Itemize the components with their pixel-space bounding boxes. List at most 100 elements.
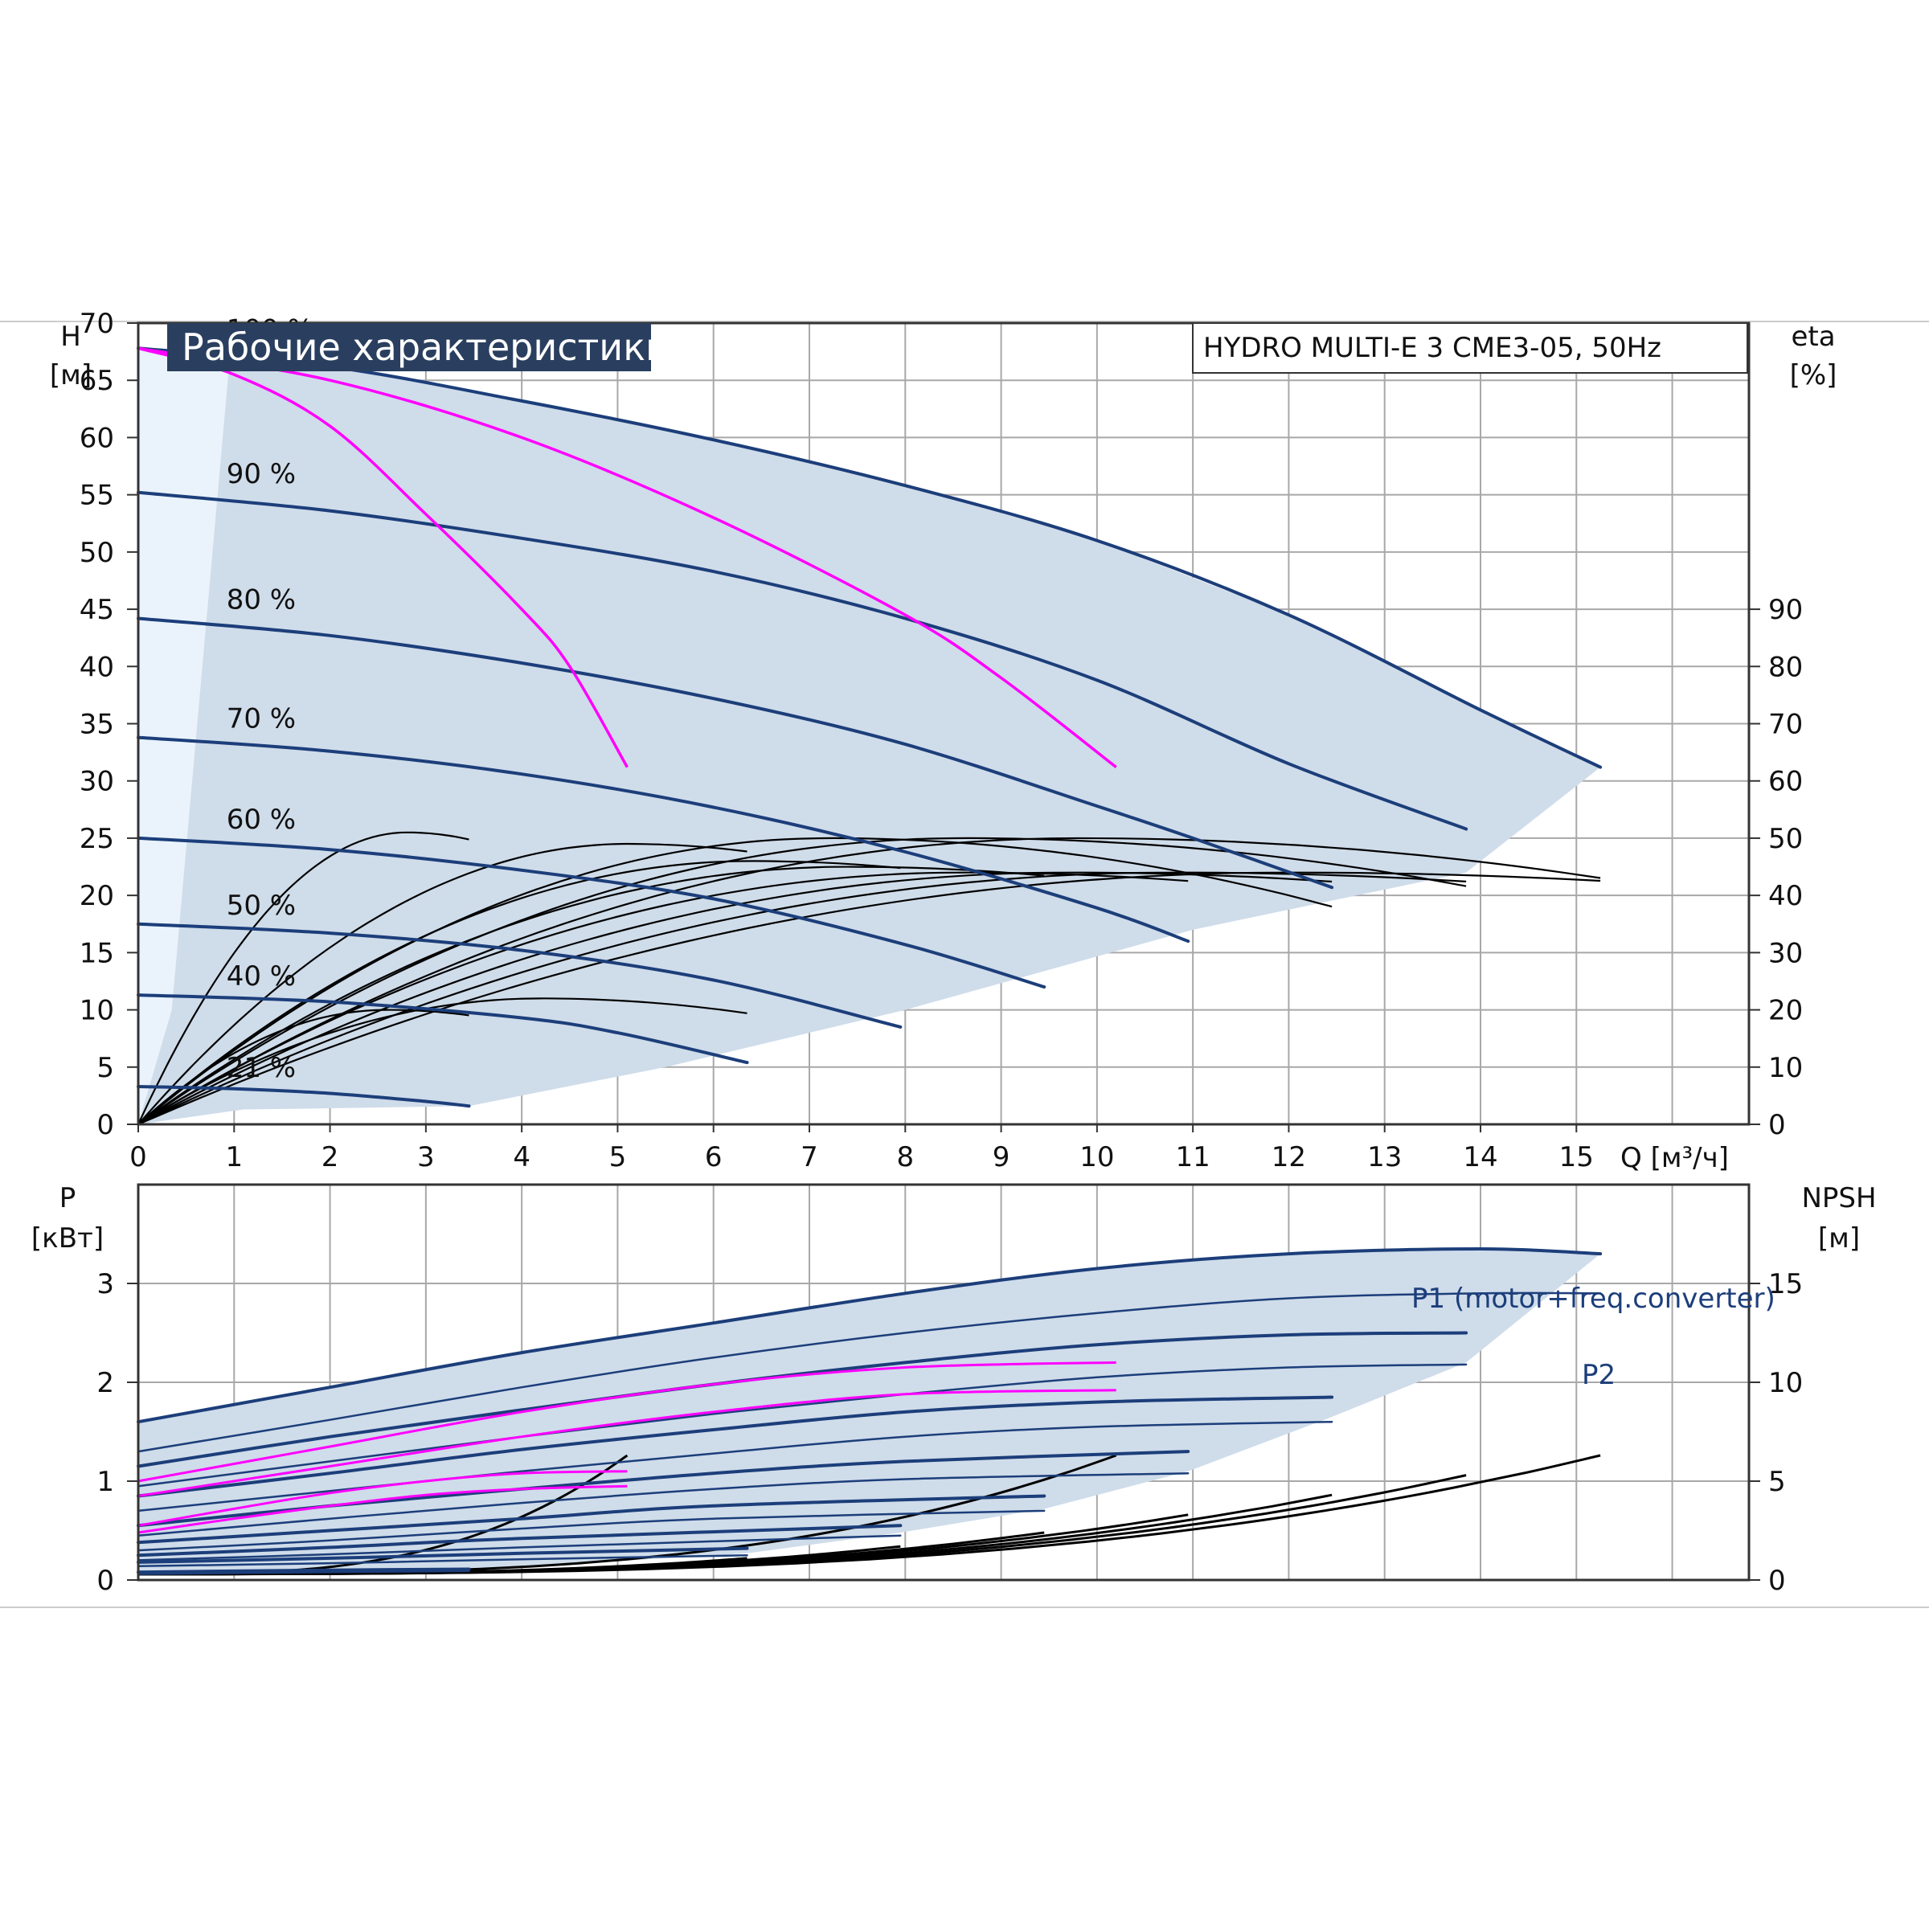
eta-tick-label: 40 xyxy=(1768,880,1803,912)
power-envelope xyxy=(138,1249,1601,1575)
speed-label: 60 % xyxy=(227,804,296,836)
x-tick-label: 3 xyxy=(417,1141,435,1173)
eta-axis-label: eta xyxy=(1791,321,1835,353)
x-axis-label: Q [м³/ч] xyxy=(1620,1142,1729,1174)
speed-label: 21 % xyxy=(227,1052,296,1084)
head-curve xyxy=(137,490,1468,831)
eta-tick-label: 70 xyxy=(1768,709,1803,741)
power-p2-curve xyxy=(137,1472,1190,1537)
head-tick-label: 70 xyxy=(80,308,114,340)
x-tick-label: 13 xyxy=(1367,1141,1402,1173)
power-p1-curve xyxy=(137,1546,749,1564)
head-curve xyxy=(137,616,1334,890)
speed-label: 90 % xyxy=(227,458,296,490)
power-p2-curve xyxy=(137,1291,1602,1453)
head-curve xyxy=(137,993,749,1065)
efficiency-curve xyxy=(137,997,747,1125)
eta-tick-label: 90 xyxy=(1768,594,1803,626)
head-curve xyxy=(137,836,1046,989)
head-tick-label: 25 xyxy=(80,823,114,855)
x-tick-label: 14 xyxy=(1463,1141,1497,1173)
model-label: HYDRO MULTI-E 3 CME3-05, 50Hz xyxy=(1203,332,1661,364)
power-p2-curve xyxy=(137,1554,748,1568)
power-tick-label: 0 xyxy=(96,1565,114,1597)
head-tick-label: 20 xyxy=(80,880,114,912)
eta-tick-label: 50 xyxy=(1768,823,1803,855)
speed-label: 80 % xyxy=(227,584,296,616)
head-curves xyxy=(137,346,1603,1108)
x-tick-label: 7 xyxy=(801,1141,818,1173)
efficiency-curve xyxy=(137,871,1601,1126)
efficiency-curve xyxy=(137,842,747,1125)
head-tick-label: 50 xyxy=(80,537,114,569)
head-tick-label: 30 xyxy=(80,766,114,798)
x-tick-label: 15 xyxy=(1559,1141,1594,1173)
head-envelope xyxy=(138,348,1601,1124)
eta-tick-label: 80 xyxy=(1768,651,1803,683)
head-tick-label: 40 xyxy=(80,651,114,683)
head-plot: 100 %90 %80 %70 %60 %50 %40 %21 % 051015… xyxy=(80,308,1804,1173)
power-p2-curve xyxy=(137,1570,470,1575)
power-p1-curve xyxy=(137,1494,1046,1545)
system-curve xyxy=(137,346,629,768)
power-p1-curve xyxy=(137,1567,471,1574)
power-highlight-curve xyxy=(137,1470,628,1527)
npsh-tick-label: 10 xyxy=(1768,1367,1803,1399)
head-curve xyxy=(137,346,1603,769)
power-p2-curve xyxy=(137,1363,1468,1488)
head-tick-label: 55 xyxy=(80,480,114,512)
x-tick-label: 0 xyxy=(129,1141,147,1173)
efficiency-curve xyxy=(137,860,901,1125)
eta-axis-unit: [%] xyxy=(1790,359,1837,391)
head-tick-label: 60 xyxy=(80,422,114,454)
model-label-box xyxy=(1192,322,1748,374)
efficiency-curve xyxy=(137,837,1467,1125)
eta-tick-label: 60 xyxy=(1768,766,1803,798)
title-box xyxy=(167,323,651,371)
speed-label: 70 % xyxy=(227,703,296,735)
power-highlight-curves xyxy=(137,1361,1116,1534)
x-tick-label: 6 xyxy=(705,1141,723,1173)
npsh-axis-unit: [м] xyxy=(1818,1222,1860,1255)
system-curve xyxy=(137,346,1117,768)
head-axis-unit: [м] xyxy=(50,359,92,391)
head-ticks: 0 5 10 15 20 25 30 35 40 45 50 55 60 65 70 xyxy=(80,308,138,1141)
x-tick-label: 12 xyxy=(1272,1141,1306,1173)
x-tick-label: 1 xyxy=(225,1141,243,1173)
power-tick-label: 1 xyxy=(96,1466,114,1498)
power-p2-curve xyxy=(137,1420,1333,1512)
efficiency-curve xyxy=(137,866,1045,1125)
efficiency-curve xyxy=(137,837,1601,1125)
eta-tick-label: 30 xyxy=(1768,937,1803,969)
head-tick-label: 15 xyxy=(80,937,114,969)
power-highlight-curve xyxy=(137,1484,628,1534)
power-curves xyxy=(137,1246,1603,1575)
x-tick-label: 5 xyxy=(609,1141,627,1173)
power-p1-curve xyxy=(137,1331,1468,1468)
head-curve xyxy=(137,1085,471,1108)
speed-label: 50 % xyxy=(227,890,296,922)
power-highlight-curve xyxy=(137,1361,1116,1483)
eta-ticks: 0 10 20 30 40 50 60 70 80 90 xyxy=(1749,594,1803,1141)
power-p1-curve xyxy=(137,1524,903,1557)
x-tick-label: 4 xyxy=(513,1141,530,1173)
system-curves xyxy=(137,346,1117,768)
x-ticks: 0 1 2 3 4 5 6 7 8 9 10 11 12 13 14 15 xyxy=(129,1124,1594,1173)
head-tick-label: 0 xyxy=(96,1109,114,1141)
efficiency-curve xyxy=(137,837,1333,1125)
head-curve xyxy=(137,735,1190,943)
x-tick-label: 11 xyxy=(1176,1141,1210,1173)
power-axis-label: P xyxy=(59,1182,76,1214)
power-axis-unit: [кВт] xyxy=(31,1222,104,1255)
speed-label: 40 % xyxy=(227,960,296,993)
eta-tick-label: 0 xyxy=(1768,1109,1786,1141)
power-tick-label: 3 xyxy=(96,1268,114,1300)
x-tick-label: 10 xyxy=(1079,1141,1114,1173)
x-tick-label: 2 xyxy=(322,1141,339,1173)
power-p2-curve xyxy=(137,1509,1046,1552)
head-tick-label: 10 xyxy=(80,995,114,1027)
npsh-tick-label: 0 xyxy=(1768,1565,1786,1597)
head-curve xyxy=(137,922,903,1029)
